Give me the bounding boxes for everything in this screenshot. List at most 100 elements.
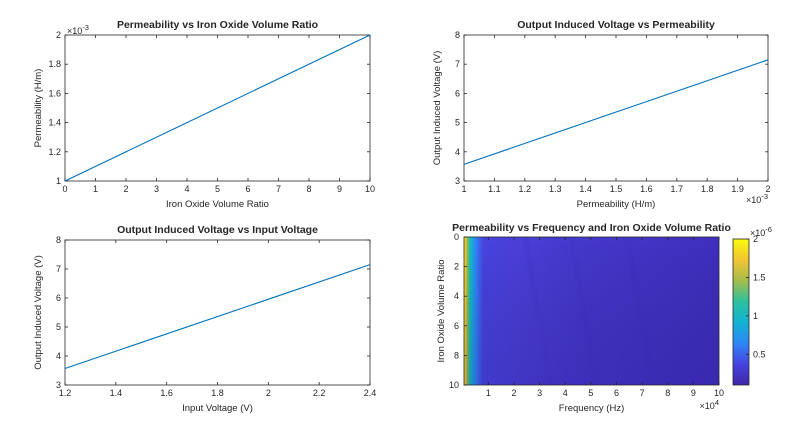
y-tick-label: 1.4	[48, 118, 61, 128]
y-tick-label: 8	[454, 350, 459, 360]
x-tick-label: 2	[123, 184, 128, 194]
y-axis-exponent: ×10-3	[67, 23, 89, 36]
y-tick-label: 6	[454, 321, 459, 331]
x-tick-label: 10	[714, 388, 724, 398]
x-axis-label: Iron Oxide Volume Ratio	[166, 199, 269, 210]
line-chart-3: 1.2 1.4 1.6 1.8 2 2.2 2.4 3 4 5 6 7 8 Output Induced …	[33, 224, 376, 414]
x-tick-label: 3	[154, 184, 159, 194]
x-tick-label: 0	[62, 184, 67, 194]
x-tick-label: 8	[306, 184, 311, 194]
y-tick-label: 5	[56, 322, 61, 332]
x-tick-label: 6	[245, 184, 250, 194]
y-tick-label: 4	[454, 291, 459, 301]
x-tick-label: 1.4	[579, 184, 592, 194]
x-tick-label: 1.5	[610, 184, 623, 194]
chart-title: Output Induced Voltage vs Permeability	[517, 19, 715, 31]
colorbar-tick-label: 0.5	[753, 349, 766, 359]
heatmap-contour-band	[522, 236, 554, 386]
heatmap-contour-band	[624, 236, 656, 386]
y-axis-label: Output Induced Voltage (V)	[432, 51, 443, 166]
x-tick-label: 1.8	[701, 184, 714, 194]
x-tick-label: 1.6	[640, 184, 653, 194]
x-axis-exponent: ×104	[700, 398, 719, 411]
x-tick-label: 1.3	[549, 184, 562, 194]
axes-box	[463, 236, 720, 386]
x-tick-label: 1.8	[211, 388, 224, 398]
heatmap-contour-band	[568, 236, 600, 386]
x-tick-label: 3	[537, 388, 542, 398]
x-tick-label: 7	[276, 184, 281, 194]
x-tick-label: 7	[640, 388, 645, 398]
colorbar-tick-label: 2	[753, 234, 758, 244]
x-axis-label: Input Voltage (V)	[182, 403, 253, 414]
axes-box	[463, 34, 769, 182]
x-tick-label: 2	[511, 388, 516, 398]
heatmap-shading	[464, 237, 719, 385]
y-tick-label: 2	[454, 262, 459, 272]
x-axis-label: Frequency (Hz)	[559, 403, 624, 414]
y-tick-label: 3	[455, 176, 460, 186]
colorbar-box	[732, 238, 750, 386]
series-line	[64, 34, 371, 182]
x-tick-label: 10	[365, 184, 375, 194]
x-tick-label: 5	[588, 388, 593, 398]
x-tick-label: 9	[337, 184, 342, 194]
x-tick-label: 4	[563, 388, 568, 398]
x-tick-label: 1.6	[160, 388, 173, 398]
x-tick-label: 1.2	[519, 184, 532, 194]
x-tick-label: 1	[461, 184, 466, 194]
x-tick-label: 1.9	[731, 184, 744, 194]
x-tick-label: 4	[184, 184, 189, 194]
y-tick-label: 1	[56, 176, 61, 186]
y-tick-label: 3	[56, 380, 61, 390]
x-tick-label: 6	[614, 388, 619, 398]
heatmap-chart: 1 2 3 4 5 6 7 8 9 10 0 2 4 6 8 10 Permeability vs Freque…	[436, 222, 772, 414]
x-tick-label: 1	[93, 184, 98, 194]
y-tick-label: 4	[455, 147, 460, 157]
x-tick-label: 2.4	[364, 388, 377, 398]
y-tick-label: 1.8	[48, 59, 61, 69]
y-tick-label: 1.2	[48, 147, 61, 157]
y-tick-label: 6	[455, 88, 460, 98]
line-chart-2: 1 1.1 1.2 1.3 1.4 1.5 1.6 1.7 1.8 1.9 2 3 4 5 6 7 8 Outpu…	[432, 19, 771, 210]
y-tick-label: 8	[455, 30, 460, 40]
y-tick-label: 7	[455, 59, 460, 69]
x-tick-label: 1.2	[59, 388, 72, 398]
axes-box	[64, 239, 371, 386]
x-tick-label: 8	[665, 388, 670, 398]
y-tick-label: 0	[454, 232, 459, 242]
y-tick-label: 10	[449, 380, 459, 390]
y-axis-label: Output Induced Voltage (V)	[33, 255, 44, 370]
chart-title: Permeability vs Frequency and Iron Oxide…	[452, 222, 731, 234]
x-tick-label: 9	[691, 388, 696, 398]
y-axis-label: Iron Oxide Volume Ratio	[436, 260, 447, 363]
x-tick-label: 1.4	[110, 388, 123, 398]
y-tick-label: 5	[455, 118, 460, 128]
x-tick-label: 1	[486, 388, 491, 398]
y-tick-label: 1.6	[48, 88, 61, 98]
x-tick-label: 2.2	[313, 388, 326, 398]
y-tick-label: 8	[56, 235, 61, 245]
colorbar-exponent: ×10-6	[750, 225, 772, 238]
chart-title: Permeability vs Iron Oxide Volume Ratio	[117, 19, 318, 31]
colorbar-tick-label: 1.5	[753, 272, 766, 282]
x-tick-label: 1.1	[488, 184, 501, 194]
y-axis-label: Permeability (H/m)	[33, 69, 44, 148]
y-tick-label: 2	[56, 30, 61, 40]
y-tick-label: 7	[56, 264, 61, 274]
chart-title: Output Induced Voltage vs Input Voltage	[117, 224, 318, 236]
colorbar-tick-label: 1	[753, 311, 758, 321]
series-line	[64, 264, 371, 369]
x-axis-label: Permeability (H/m)	[577, 199, 656, 210]
x-tick-label: 2	[765, 184, 770, 194]
y-tick-label: 4	[56, 351, 61, 361]
x-tick-label: 1.7	[671, 184, 684, 194]
x-tick-label: 2	[266, 388, 271, 398]
x-tick-label: 5	[215, 184, 220, 194]
series-line	[463, 59, 769, 165]
x-axis-exponent: ×10-3	[746, 192, 768, 205]
colorbar: 0.5 1 1.5 2×10-6	[732, 225, 772, 386]
colorbar-fill	[733, 239, 749, 385]
